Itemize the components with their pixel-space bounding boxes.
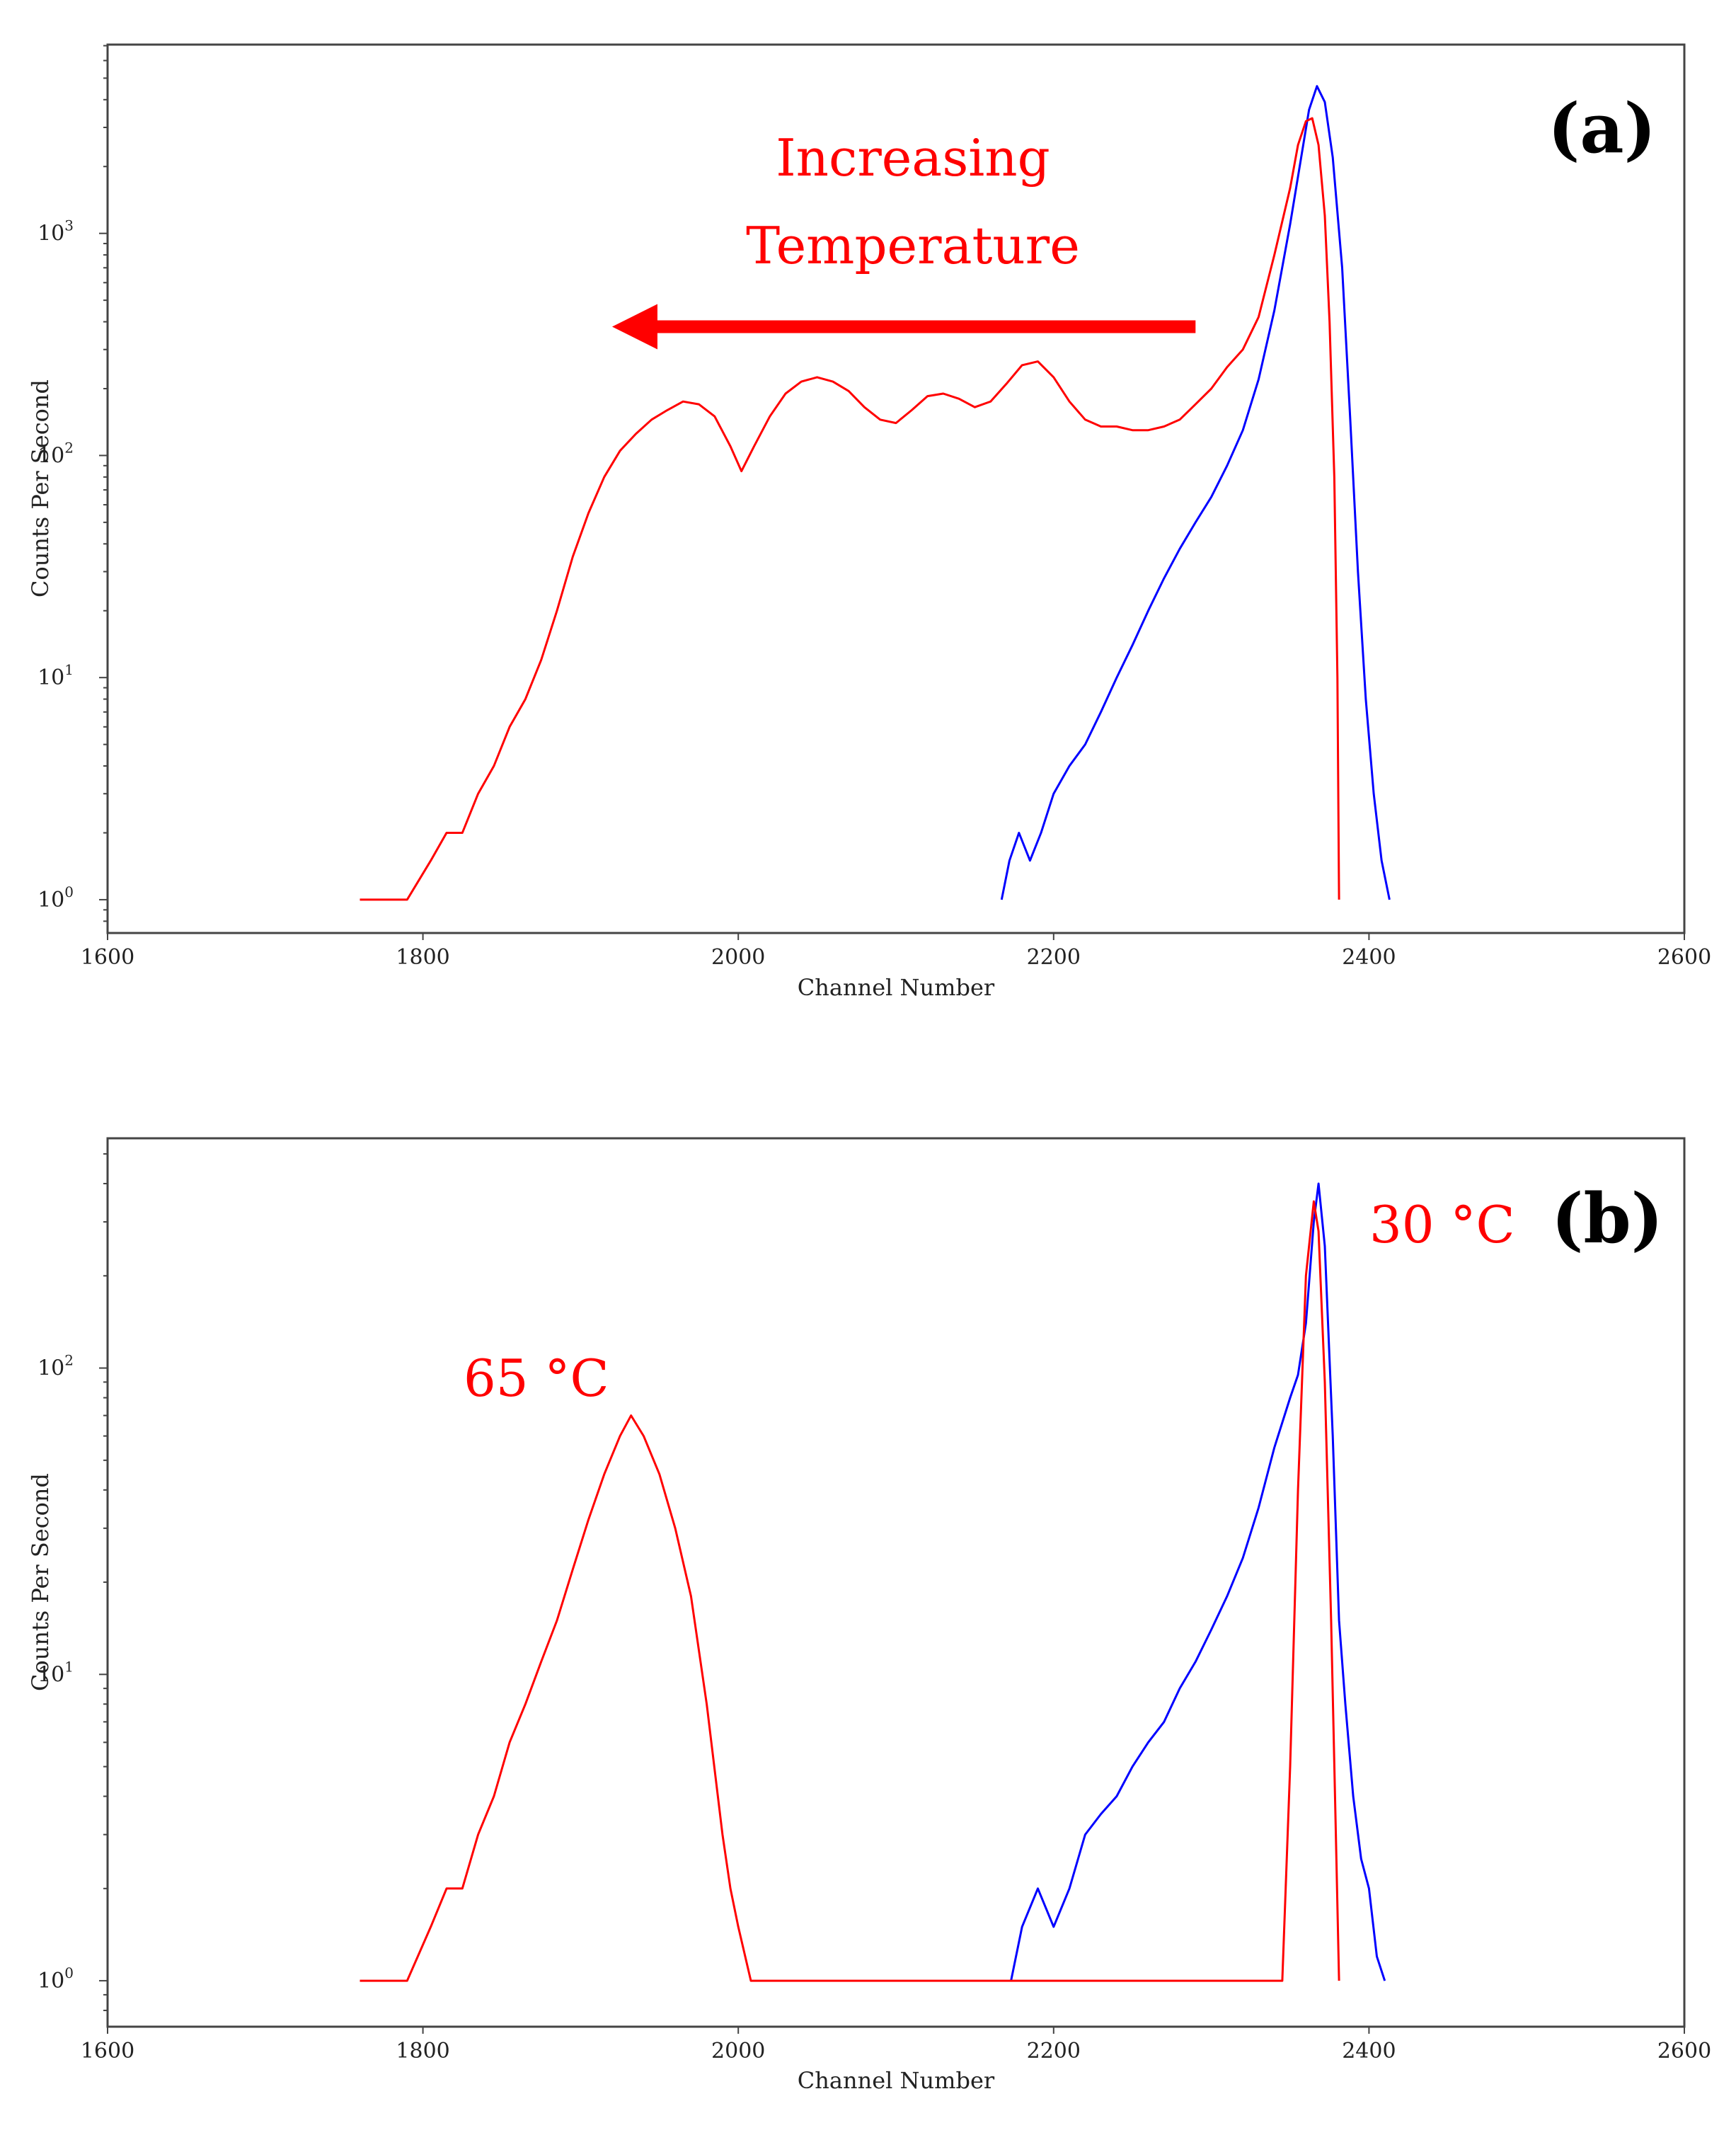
panel-b: 1600 1800 2000 2200 2400 2600 100 101 102 Chann… [27, 1137, 1711, 2094]
arrow-shaft [654, 320, 1196, 333]
panel-a-x-axis-title: Channel Number [798, 974, 995, 1001]
y-tick-label: 103 [38, 217, 74, 246]
panel-b-x-axis: 1600 1800 2000 2200 2400 2600 [81, 2027, 1711, 2064]
x-tick-label: 1800 [396, 2039, 449, 2064]
arrow-head [611, 304, 657, 350]
x-tick-label: 2200 [1027, 2039, 1081, 2064]
y-tick-label: 100 [38, 1964, 74, 1993]
panel-b-series-group [360, 1182, 1386, 1982]
x-tick-label: 1600 [81, 2039, 134, 2064]
panel-a: 1600 1800 2000 2200 2400 2600 100 101 102 103 Ch… [27, 43, 1711, 1001]
y-tick-label: 100 [38, 883, 74, 912]
temperature-annotation: Temperature [746, 216, 1080, 275]
x-tick-label: 2600 [1657, 2039, 1711, 2064]
panel-b-x-axis-title: Channel Number [798, 2067, 995, 2094]
series-cold-line [1010, 1182, 1386, 1981]
panel-a-label: (a) [1548, 88, 1656, 168]
label-30c: 30 °C [1369, 1195, 1515, 1254]
x-tick-label: 2200 [1027, 945, 1081, 970]
y-tick-label: 101 [38, 1658, 74, 1687]
x-tick-label: 2600 [1657, 945, 1711, 970]
panel-a-plot-frame [106, 43, 1686, 934]
panel-a-x-axis: 1600 1800 2000 2200 2400 2600 [81, 933, 1711, 970]
label-65c: 65 °C [464, 1349, 609, 1408]
series-hot-line [360, 117, 1340, 901]
panel-b-y-axis-title: Counts Per Second [27, 1473, 54, 1691]
x-tick-label: 2000 [711, 2039, 765, 2064]
series-hot-line [360, 1200, 1340, 1982]
y-tick-label: 102 [38, 1352, 74, 1381]
x-tick-label: 2000 [711, 945, 765, 970]
x-tick-label: 1600 [81, 945, 134, 970]
y-tick-label: 102 [38, 439, 74, 468]
panel-b-plot-frame [106, 1137, 1686, 2028]
panel-b-y-axis: 100 101 102 [38, 1153, 108, 2012]
panel-b-label: (b) [1551, 1179, 1663, 1259]
x-tick-label: 2400 [1342, 2039, 1396, 2064]
temperature-arrow [611, 304, 1196, 350]
panel-a-series-group [360, 85, 1391, 901]
y-tick-label: 101 [38, 661, 74, 690]
x-tick-label: 2400 [1342, 945, 1396, 970]
series-cold-line [1000, 85, 1391, 900]
panel-a-y-axis-title: Counts Per Second [27, 379, 54, 597]
increasing-annotation: Increasing [776, 128, 1050, 188]
panel-a-y-axis: 100 101 102 103 [38, 45, 108, 922]
x-tick-label: 1800 [396, 945, 449, 970]
